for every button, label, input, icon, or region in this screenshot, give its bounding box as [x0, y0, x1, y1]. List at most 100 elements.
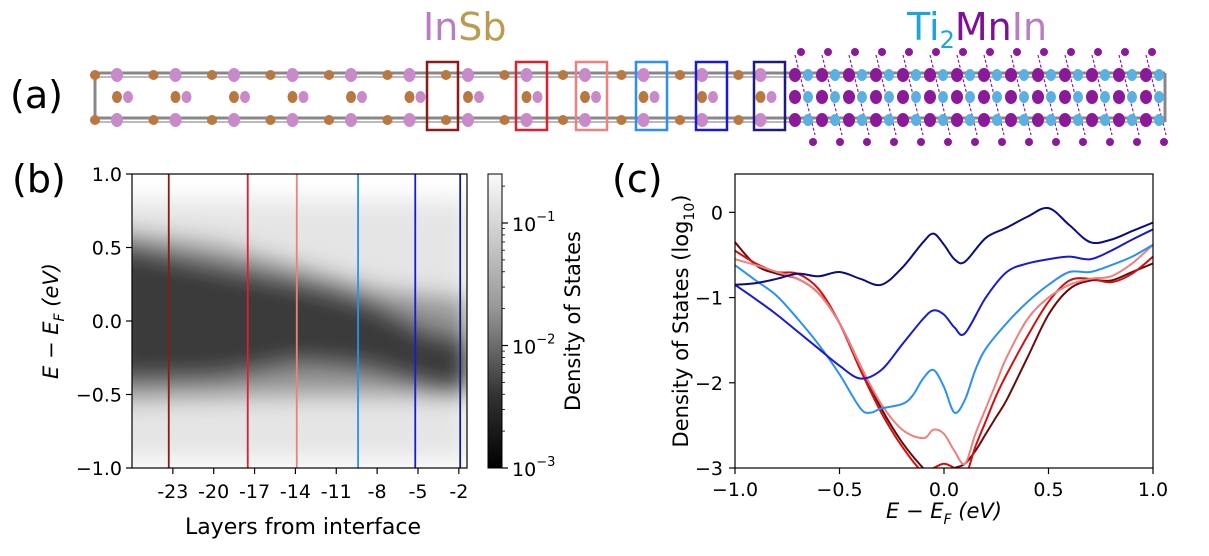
- atom-mn: [897, 113, 909, 127]
- line-chart-panel: 0 −1 −2 −3 −1.0 −0.5 0.0 0.5 1.0 E − EF (eV) De…: [669, 173, 1168, 528]
- atom-in: [462, 113, 474, 127]
- line-chart-y-label-main: Density of States (log: [669, 221, 693, 448]
- atom-mn: [986, 48, 994, 56]
- atom-mn: [1040, 48, 1048, 56]
- y-tick-label: −3: [695, 458, 723, 480]
- atom-mn: [1005, 113, 1017, 127]
- atom-ti: [1046, 114, 1056, 126]
- atom-mn: [1148, 48, 1156, 56]
- x-tick-label: -8: [368, 481, 387, 503]
- line-chart-y-label: Density of States (log10): [669, 195, 698, 448]
- atom-in: [286, 68, 299, 82]
- colorbar: 10−1 10−2 10−3 Density of States: [487, 173, 585, 481]
- atom-sb: [499, 115, 510, 125]
- atom-sb: [90, 70, 100, 80]
- atom-ti: [1019, 69, 1029, 81]
- atom-ti: [1046, 69, 1056, 81]
- title-subscript-2: 2: [940, 26, 955, 54]
- atom-sb: [616, 115, 627, 125]
- atom-in: [637, 68, 650, 82]
- layer-box: [514, 60, 549, 132]
- line-chart-series: [735, 206, 1153, 468]
- atom-sb: [90, 115, 100, 125]
- atom-mn: [1032, 90, 1044, 104]
- atom-mn: [897, 90, 909, 104]
- colorbar-ticks: 10−1 10−2 10−3: [502, 185, 555, 481]
- atom-in: [298, 91, 309, 103]
- panel-label-a: (a): [10, 73, 63, 117]
- atom-in: [766, 91, 777, 103]
- heatmap-density: [132, 200, 467, 460]
- atom-in: [474, 91, 484, 103]
- panel-label-c: (c): [612, 157, 663, 201]
- title-insb: InSb: [423, 5, 507, 49]
- atom-sb: [638, 91, 649, 103]
- atom-ti: [911, 69, 921, 81]
- atom-mn: [870, 68, 882, 82]
- atom-mn: [789, 90, 801, 104]
- atom-mn: [1113, 68, 1125, 82]
- atom-ti: [803, 91, 813, 103]
- atom-in: [111, 68, 123, 82]
- colorbar-gradient: [487, 173, 503, 469]
- panel-label-b: (b): [12, 157, 66, 201]
- atom-ti: [1046, 91, 1056, 103]
- atom-ti: [1100, 69, 1110, 81]
- atom-sb: [733, 70, 744, 80]
- atom-sb: [170, 91, 181, 103]
- atom-mn: [1059, 90, 1071, 104]
- atom-sb: [675, 115, 685, 125]
- atom-sb: [346, 91, 356, 103]
- line-chart-y-ticks: 0 −1 −2 −3: [695, 202, 735, 480]
- atom-sb: [616, 70, 627, 80]
- atom-mn: [1113, 90, 1125, 104]
- heatmap-light-region: [132, 200, 467, 460]
- x-tick-label: 0.0: [929, 479, 959, 501]
- atom-mn: [843, 68, 855, 82]
- atom-mn: [878, 48, 886, 56]
- y-tick-label: 0: [711, 202, 723, 224]
- line-chart-x-label-main: E − E: [886, 499, 944, 523]
- atom-in: [228, 113, 240, 127]
- atom-mn: [998, 138, 1006, 146]
- line-chart-y-label-end: ): [669, 195, 693, 203]
- y-tick-label: −2: [695, 373, 723, 395]
- atom-in: [415, 91, 426, 103]
- atom-ti: [830, 69, 840, 81]
- atom-mn: [1013, 48, 1021, 56]
- atom-in: [181, 91, 192, 103]
- atom-in: [591, 91, 601, 103]
- atom-sb: [580, 91, 590, 103]
- atom-mn: [1140, 90, 1152, 104]
- atom-ti: [884, 69, 894, 81]
- atom-sb: [441, 70, 451, 80]
- atom-in: [169, 113, 182, 127]
- atom-in: [123, 91, 133, 103]
- atom-mn: [1133, 138, 1141, 146]
- atom-sb: [463, 91, 473, 103]
- atom-mn: [797, 48, 805, 56]
- atom-mn: [959, 48, 967, 56]
- x-tick-label: 1.0: [1138, 479, 1168, 501]
- atom-in: [111, 113, 123, 127]
- atom-mn: [851, 48, 859, 56]
- atom-ti: [830, 91, 840, 103]
- colorbar-tick-label: 10−3: [512, 455, 555, 481]
- atom-mn: [1025, 138, 1033, 146]
- atom-sb: [229, 91, 239, 103]
- atom-in: [696, 68, 708, 82]
- atom-sb: [265, 70, 276, 80]
- heatmap-x-ticks: -23 -20 -17 -14 -11 -8 -5 -2: [157, 468, 468, 503]
- colorbar-label: Density of States: [561, 231, 585, 411]
- atom-mn: [1059, 113, 1071, 127]
- atom-sb: [112, 91, 122, 103]
- line-chart-x-label: E − EF (eV): [886, 499, 1002, 528]
- title-mn: Mn: [955, 5, 1012, 49]
- atom-in: [637, 113, 650, 127]
- atom-in: [240, 91, 250, 103]
- atom-sb: [207, 70, 217, 80]
- atom-ti: [803, 69, 813, 81]
- y-tick-label: 0.0: [92, 311, 122, 333]
- atom-ti: [938, 91, 948, 103]
- atom-sb: [755, 91, 766, 103]
